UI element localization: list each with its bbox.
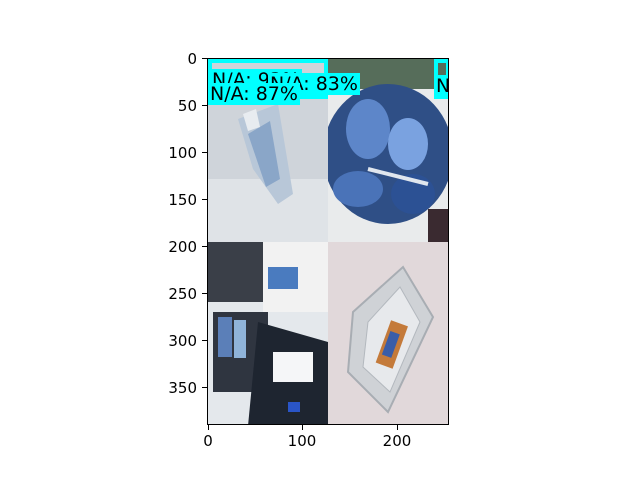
y-tick-label: 0 [187,50,197,68]
y-tick-label: 100 [168,144,197,162]
y-tick-label: 200 [168,238,197,256]
x-tick-label: 200 [382,432,412,450]
y-tick-mark [202,387,207,388]
y-tick-mark [202,246,207,247]
x-tick-label: 0 [203,432,213,450]
y-tick-label: 350 [168,379,197,397]
y-tick-label: 250 [168,285,197,303]
y-tick-mark [202,340,207,341]
magazines-photo [208,242,328,424]
x-tick-mark [208,425,209,430]
y-tick-mark [202,58,207,59]
image-tile-bottom-right [328,242,448,424]
y-tick-mark [202,293,207,294]
x-tick-mark [302,425,303,430]
y-tick-label: 50 [177,97,197,115]
detection-label-87: N/A: 87% [208,83,300,105]
image-axes: N/A: 93% N/A: 83% N/A: 87% N [207,58,449,425]
image-tile-bottom-left [208,242,328,424]
detection-label-n: N [434,75,448,97]
x-tick-mark [397,425,398,430]
x-tick-label: 100 [287,432,317,450]
y-tick-mark [202,105,207,106]
y-tick-mark [202,199,207,200]
y-tick-label: 150 [168,191,197,209]
y-tick-mark [202,152,207,153]
y-tick-label: 300 [168,332,197,350]
container-photo [328,242,448,424]
